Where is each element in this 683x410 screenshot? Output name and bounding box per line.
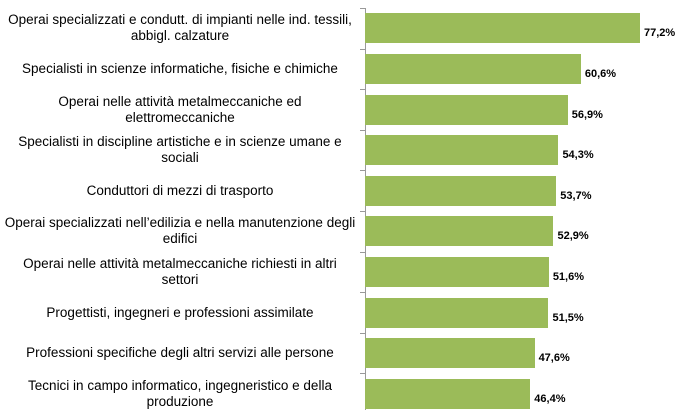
value-label: 56,9% xyxy=(571,108,603,121)
tick xyxy=(360,292,365,294)
tick xyxy=(360,89,365,91)
value-label: 51,6% xyxy=(552,270,585,283)
category-label: Specialisti in discipline artistiche e i… xyxy=(18,134,342,166)
tick xyxy=(360,251,365,253)
category-label: Operai specializzati nell’edilizia e nel… xyxy=(4,215,356,247)
tick xyxy=(360,8,365,9)
value-label: 60,6% xyxy=(584,67,617,80)
bar xyxy=(365,216,554,247)
category-label: Operai specializzati e condutt. di impia… xyxy=(8,12,352,44)
bar xyxy=(365,175,557,206)
value-label: 53,7% xyxy=(560,189,592,202)
value-label: 77,2% xyxy=(644,27,676,40)
category-label: Operai nelle attività metalmeccaniche ed… xyxy=(58,93,302,125)
bar xyxy=(365,378,531,409)
category-label: Professioni specifiche degli altri servi… xyxy=(26,345,334,361)
value-label: 47,6% xyxy=(538,352,570,365)
bar xyxy=(365,13,641,44)
value-label: 54,3% xyxy=(562,149,594,162)
bar xyxy=(365,338,535,369)
category-label: Conduttori di mezzi di trasporto xyxy=(86,182,274,198)
bar xyxy=(365,297,549,328)
tick xyxy=(360,129,365,131)
tick xyxy=(360,373,365,375)
value-label: 46,4% xyxy=(534,392,566,405)
bar xyxy=(365,135,559,166)
category-label: Operai nelle attività metalmeccaniche ri… xyxy=(23,255,337,287)
value-label: 51,5% xyxy=(552,311,584,324)
bar xyxy=(365,256,549,287)
tick xyxy=(360,170,365,172)
axis-line xyxy=(365,8,366,410)
value-label: 52,9% xyxy=(557,230,589,243)
bar xyxy=(365,53,581,84)
tick xyxy=(360,48,365,50)
bar xyxy=(365,94,568,125)
tick xyxy=(360,211,365,212)
category-label: Progettisti, ingegneri e professioni ass… xyxy=(46,304,314,320)
category-label: Specialisti in scienze informatiche, fis… xyxy=(22,60,338,76)
tick xyxy=(360,332,365,334)
category-label: Tecnici in campo informatico, ingegneris… xyxy=(28,377,332,409)
